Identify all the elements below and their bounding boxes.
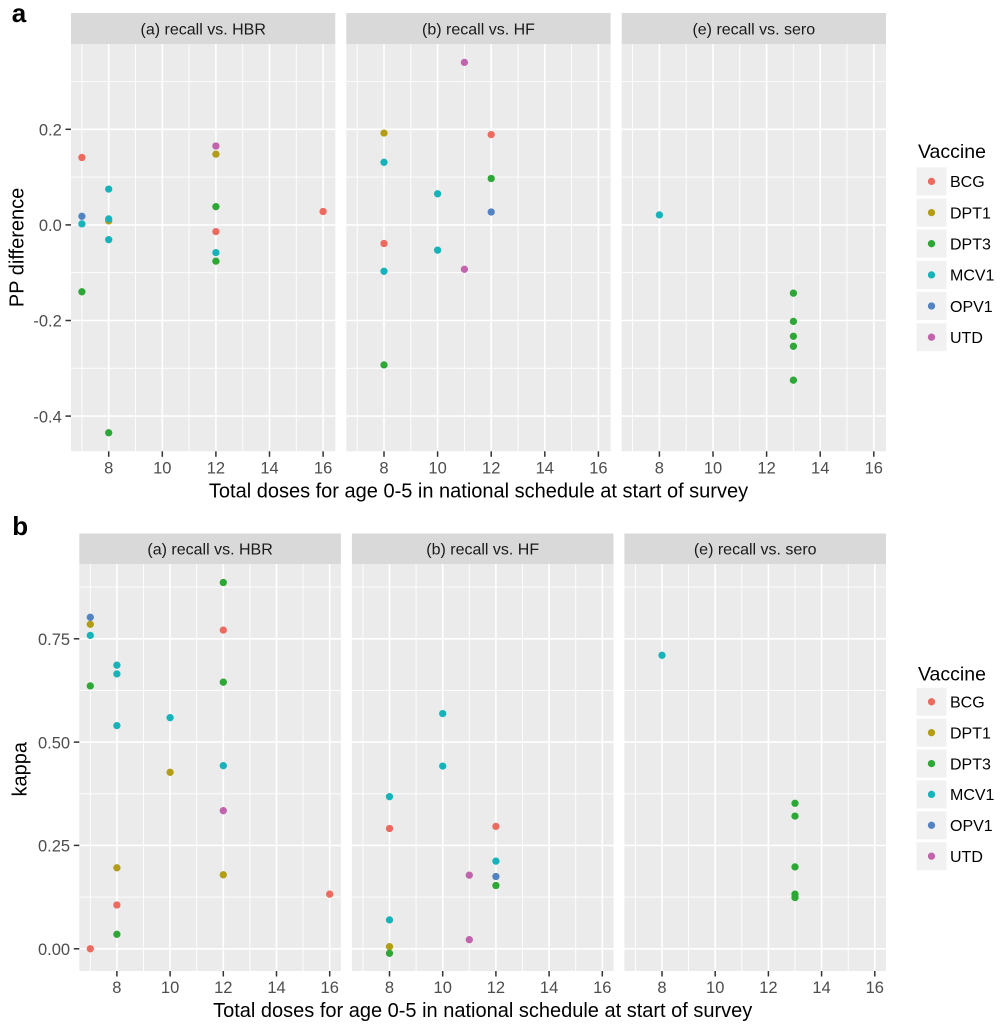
svg-text:DPT3: DPT3 xyxy=(950,237,991,254)
svg-text:0.50: 0.50 xyxy=(38,734,70,752)
svg-text:10: 10 xyxy=(153,459,171,477)
svg-text:UTD: UTD xyxy=(950,330,983,347)
svg-text:MCV1: MCV1 xyxy=(950,787,995,804)
svg-text:(a) recall vs. HBR: (a) recall vs. HBR xyxy=(141,21,266,38)
svg-text:0.2: 0.2 xyxy=(39,122,62,140)
svg-text:(a) recall vs. HBR: (a) recall vs. HBR xyxy=(147,542,272,559)
svg-text:-0.4: -0.4 xyxy=(33,408,61,426)
svg-text:8: 8 xyxy=(112,979,121,997)
svg-text:DPT1: DPT1 xyxy=(950,726,991,743)
svg-text:16: 16 xyxy=(593,979,611,997)
svg-text:14: 14 xyxy=(540,979,558,997)
svg-text:16: 16 xyxy=(589,459,607,477)
svg-text:UTD: UTD xyxy=(950,849,983,866)
svg-text:14: 14 xyxy=(260,459,278,477)
svg-text:0.75: 0.75 xyxy=(38,631,70,649)
svg-text:b: b xyxy=(12,511,28,541)
svg-text:8: 8 xyxy=(655,459,664,477)
svg-text:12: 12 xyxy=(487,979,505,997)
svg-text:12: 12 xyxy=(214,979,232,997)
svg-text:OPV1: OPV1 xyxy=(950,299,993,316)
svg-text:10: 10 xyxy=(161,979,179,997)
svg-text:8: 8 xyxy=(657,979,666,997)
svg-text:(b) recall vs. HF: (b) recall vs. HF xyxy=(426,542,539,559)
svg-text:kappa: kappa xyxy=(9,741,31,796)
svg-text:8: 8 xyxy=(385,979,394,997)
svg-text:12: 12 xyxy=(757,459,775,477)
svg-text:(b) recall vs. HF: (b) recall vs. HF xyxy=(422,21,535,38)
svg-text:16: 16 xyxy=(866,979,884,997)
svg-text:16: 16 xyxy=(321,979,339,997)
svg-text:10: 10 xyxy=(428,459,446,477)
svg-text:12: 12 xyxy=(759,979,777,997)
svg-text:16: 16 xyxy=(314,459,332,477)
svg-text:(e) recall vs. sero: (e) recall vs. sero xyxy=(692,21,815,38)
svg-text:14: 14 xyxy=(536,459,554,477)
svg-text:0.0: 0.0 xyxy=(39,217,62,235)
svg-text:OPV1: OPV1 xyxy=(950,818,993,835)
svg-text:14: 14 xyxy=(811,459,829,477)
svg-text:0.00: 0.00 xyxy=(38,941,70,959)
svg-text:MCV1: MCV1 xyxy=(950,268,995,285)
svg-text:10: 10 xyxy=(706,979,724,997)
svg-text:Vaccine: Vaccine xyxy=(918,141,986,163)
svg-text:8: 8 xyxy=(379,459,388,477)
svg-text:14: 14 xyxy=(812,979,830,997)
svg-text:a: a xyxy=(12,0,27,28)
svg-text:BCG: BCG xyxy=(950,695,985,712)
svg-text:-0.2: -0.2 xyxy=(33,313,61,331)
svg-text:Total doses for age 0-5 in nat: Total doses for age 0-5 in national sche… xyxy=(213,1000,752,1022)
svg-text:Total doses for age 0-5 in nat: Total doses for age 0-5 in national sche… xyxy=(209,481,748,503)
svg-text:BCG: BCG xyxy=(950,174,985,191)
svg-text:12: 12 xyxy=(207,459,225,477)
svg-text:0.25: 0.25 xyxy=(38,838,70,856)
svg-text:10: 10 xyxy=(434,979,452,997)
svg-text:(e) recall vs. sero: (e) recall vs. sero xyxy=(694,542,817,559)
svg-text:8: 8 xyxy=(104,459,113,477)
svg-text:DPT1: DPT1 xyxy=(950,205,991,222)
svg-text:12: 12 xyxy=(482,459,500,477)
svg-text:DPT3: DPT3 xyxy=(950,756,991,773)
svg-text:PP difference: PP difference xyxy=(7,188,29,307)
svg-text:14: 14 xyxy=(267,979,285,997)
svg-text:Vaccine: Vaccine xyxy=(918,663,986,685)
svg-text:10: 10 xyxy=(704,459,722,477)
svg-text:16: 16 xyxy=(865,459,883,477)
